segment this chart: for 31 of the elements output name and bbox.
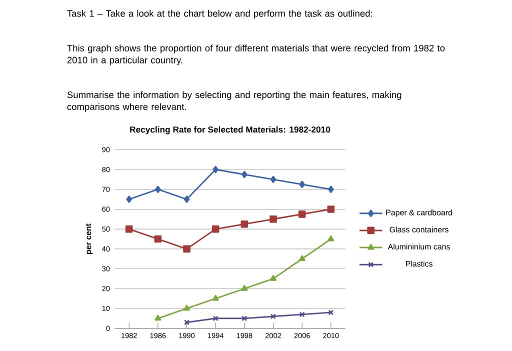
point	[327, 206, 335, 213]
point	[240, 220, 248, 228]
point	[183, 245, 190, 253]
point	[270, 275, 277, 281]
point	[154, 186, 161, 194]
point	[125, 225, 133, 233]
point	[328, 235, 334, 242]
point	[183, 304, 190, 311]
point	[328, 186, 334, 194]
point	[241, 170, 248, 178]
point	[154, 235, 162, 243]
point	[212, 316, 218, 322]
text: This graph shows the proportion of four different materials that were recycled from 1982 to 2010 in a particular country.	[67, 44, 445, 66]
point	[242, 316, 248, 322]
point	[241, 284, 248, 291]
text: Task 1 – Take a look at the chart below and perform the task as outlined:	[67, 10, 372, 19]
point	[298, 210, 306, 218]
chart-title: Recycling Rate for Selected Materials: 1982-2010	[130, 126, 330, 134]
point	[298, 255, 306, 262]
point	[270, 176, 276, 184]
point	[184, 196, 190, 203]
point	[126, 196, 132, 203]
point	[212, 166, 219, 174]
point	[270, 215, 277, 223]
point	[212, 225, 220, 233]
point	[154, 314, 162, 321]
point	[299, 312, 305, 318]
point	[270, 314, 276, 320]
point	[299, 180, 306, 188]
point	[212, 294, 219, 301]
text: Summarise the information by selecting and reporting the main features, making comparisons where relevant.	[67, 91, 402, 112]
